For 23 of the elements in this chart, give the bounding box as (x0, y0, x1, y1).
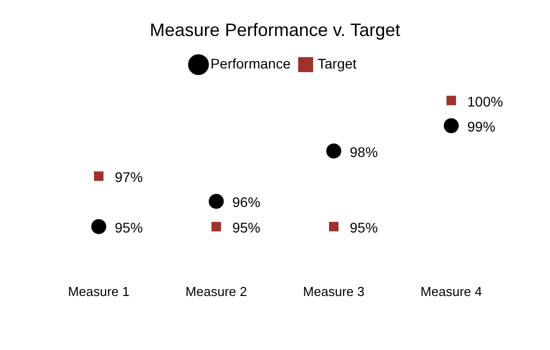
data-label: 99% (467, 118, 496, 135)
chart-title: Measure Performance v. Target (150, 20, 400, 40)
point (446, 96, 456, 106)
legend-label: Target (318, 55, 357, 72)
x-tick-label: Measure 3 (303, 284, 364, 299)
point (326, 143, 342, 158)
legend-label: Performance (210, 55, 291, 72)
point (91, 219, 106, 234)
data-label: 96% (232, 194, 260, 210)
data-label: 95% (350, 219, 378, 236)
data-label: 100% (467, 93, 504, 110)
x-tick-label: Measure 1 (68, 284, 130, 299)
point (329, 222, 338, 232)
data-label: 98% (350, 144, 378, 160)
point (212, 222, 221, 232)
x-tick-label: Measure 4 (420, 284, 482, 299)
x-tick-label: Measure 2 (186, 284, 247, 299)
data-label: 95% (232, 219, 260, 236)
point (94, 171, 104, 181)
data-label: 95% (114, 219, 143, 236)
point (444, 118, 459, 134)
data-label: 97% (114, 169, 143, 186)
point (208, 194, 224, 209)
